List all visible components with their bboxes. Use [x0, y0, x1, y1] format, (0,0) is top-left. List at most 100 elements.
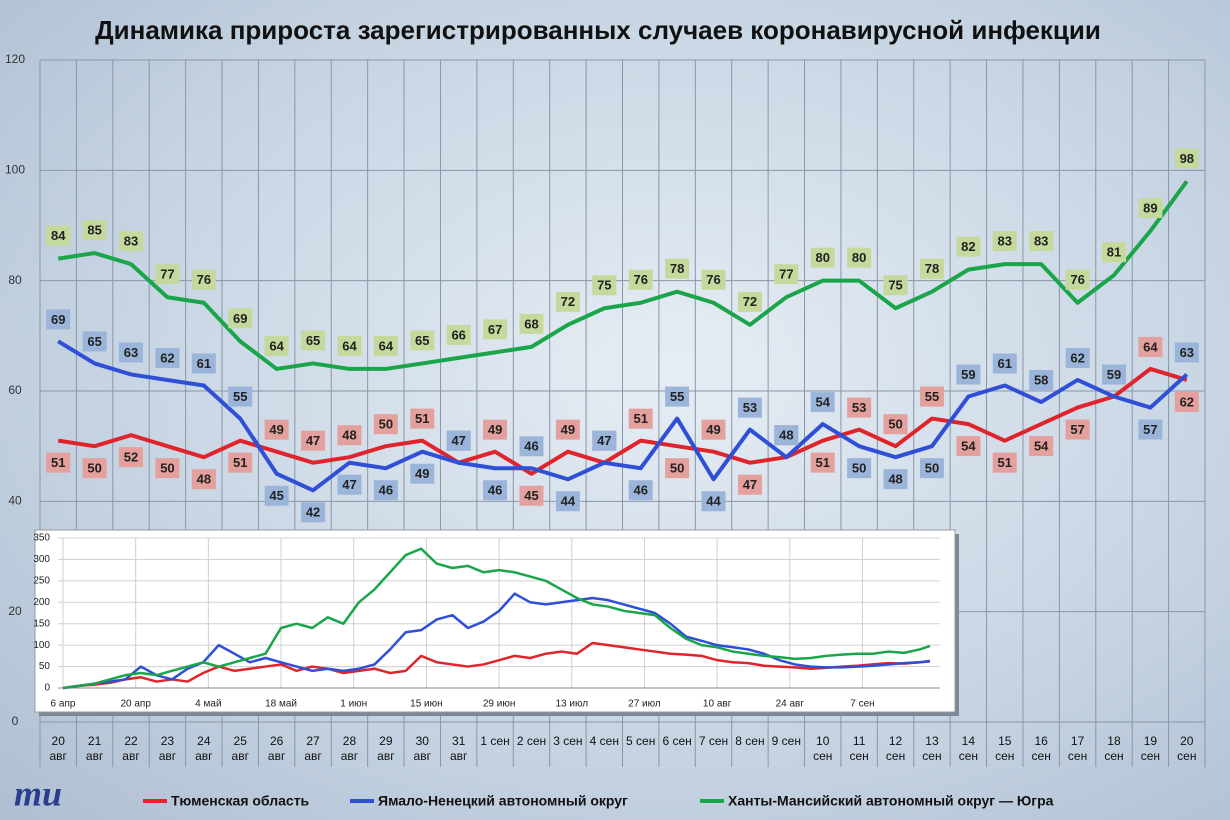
data-label-box	[919, 258, 944, 279]
data-label-box	[46, 452, 71, 473]
data-label: 83	[998, 234, 1012, 249]
data-label: 78	[925, 261, 939, 276]
data-label-box	[228, 386, 253, 407]
series-line	[57, 180, 1189, 371]
inset-x-tick-label: 4 май	[195, 699, 221, 710]
inset-y-tick-label: 250	[33, 575, 50, 586]
data-label: 44	[706, 494, 721, 509]
data-label: 46	[633, 483, 647, 498]
data-label: 55	[925, 389, 939, 404]
data-label: 64	[269, 338, 284, 353]
data-label-box	[301, 430, 326, 451]
data-label-box	[119, 447, 144, 468]
x-tick-label: 10 сен	[813, 734, 833, 763]
x-tick-label: 19 сен	[1140, 734, 1161, 763]
x-tick-label: 13 сен	[922, 734, 942, 763]
data-label-box	[119, 342, 144, 363]
legend-label: Тюменская область	[171, 793, 310, 809]
inset-x-tick-label: 6 апр	[51, 699, 76, 710]
x-tick-label: 21 авг	[85, 734, 104, 763]
data-label: 76	[633, 272, 647, 287]
data-label: 59	[961, 367, 975, 382]
data-label-box	[82, 458, 107, 479]
data-label: 72	[743, 294, 757, 309]
data-label-box	[155, 347, 180, 368]
inset-x-tick-label: 1 июн	[340, 699, 367, 710]
data-label-box	[1174, 342, 1199, 363]
data-label-box	[155, 458, 180, 479]
data-label: 59	[1107, 367, 1121, 382]
data-label-box	[228, 308, 253, 329]
data-label: 47	[743, 477, 757, 492]
data-label-box	[301, 502, 326, 523]
data-label-box	[82, 331, 107, 352]
series-line	[57, 366, 1188, 476]
legend-label: Ханты-Мансийский автономный округ — Югра	[728, 793, 1054, 809]
x-tick-label: 2 сен	[516, 734, 547, 748]
data-label: 45	[524, 488, 538, 503]
data-label: 63	[124, 345, 138, 360]
data-label: 75	[597, 278, 611, 293]
x-tick-label: 23 авг	[158, 734, 177, 763]
y-tick-label: 100	[5, 163, 25, 177]
data-label-box	[373, 414, 398, 435]
data-label-box	[1029, 370, 1054, 391]
data-label: 49	[488, 422, 502, 437]
data-label: 58	[1034, 372, 1048, 387]
data-label: 65	[87, 334, 101, 349]
data-label: 54	[816, 395, 831, 410]
data-label-box	[883, 414, 908, 435]
x-tick-label: 4 сен	[589, 734, 619, 748]
data-label: 81	[1107, 245, 1121, 260]
x-tick-label: 20 авг	[49, 734, 67, 763]
data-label-box	[410, 330, 435, 351]
data-label-box	[1101, 364, 1126, 385]
data-label: 48	[888, 472, 902, 487]
data-label: 66	[451, 327, 465, 342]
x-tick-label: 1 сен	[480, 734, 510, 748]
data-label-box	[628, 269, 653, 290]
x-tick-label: 25 авг	[231, 734, 249, 763]
inset-y-tick-label: 350	[33, 533, 50, 544]
data-label: 69	[51, 312, 65, 327]
data-label: 51	[998, 455, 1012, 470]
data-label: 64	[342, 338, 357, 353]
data-label-box	[46, 309, 71, 330]
inset-panel	[34, 529, 956, 713]
legend-label: Ямало-Ненецкий автономный округ	[378, 793, 628, 809]
data-label-box	[810, 452, 835, 473]
data-label: 98	[1180, 151, 1194, 166]
data-label: 72	[561, 294, 575, 309]
chart-title: Динамика прироста зарегистрированных слу…	[95, 15, 1101, 45]
data-label: 62	[1180, 394, 1194, 409]
data-label: 49	[415, 466, 429, 481]
inset-x-tick-label: 13 июл	[555, 699, 588, 710]
data-label: 63	[1180, 345, 1194, 360]
data-label-box	[883, 275, 908, 296]
data-label: 62	[160, 350, 174, 365]
data-label: 62	[1070, 350, 1084, 365]
data-label-box	[446, 324, 471, 345]
data-label-box	[737, 291, 762, 312]
data-label: 50	[852, 461, 866, 476]
data-label-box	[1174, 148, 1199, 169]
data-label-box	[1029, 231, 1054, 252]
data-label-box	[337, 425, 362, 446]
data-label-box	[701, 419, 726, 440]
data-label-box	[191, 269, 216, 290]
y-tick-label: 40	[8, 494, 22, 508]
data-label-box	[628, 408, 653, 429]
data-label-box	[337, 335, 362, 356]
data-label-box	[410, 408, 435, 429]
data-label: 42	[306, 505, 320, 520]
data-label: 82	[961, 239, 975, 254]
data-label: 80	[816, 250, 830, 265]
inset-y-tick-label: 50	[39, 661, 51, 672]
series-line	[62, 641, 931, 690]
data-label-box	[410, 463, 435, 484]
data-label-box	[191, 469, 216, 490]
data-label: 64	[379, 338, 394, 353]
data-label: 50	[888, 417, 902, 432]
data-label-box	[483, 480, 508, 501]
